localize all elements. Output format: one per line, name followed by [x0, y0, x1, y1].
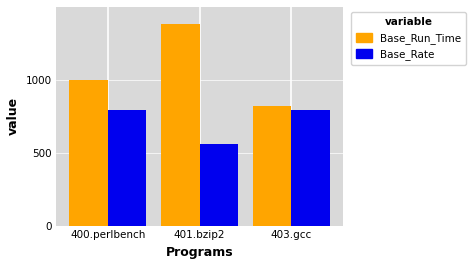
- Bar: [200, 144, 238, 226]
- X-axis label: Programs: Programs: [166, 246, 233, 259]
- Bar: [161, 24, 200, 226]
- Bar: [108, 110, 146, 226]
- Bar: [253, 106, 291, 226]
- Y-axis label: value: value: [7, 97, 20, 135]
- Legend: Base_Run_Time, Base_Rate: Base_Run_Time, Base_Rate: [351, 12, 466, 65]
- Bar: [291, 110, 329, 226]
- Bar: [70, 80, 108, 226]
